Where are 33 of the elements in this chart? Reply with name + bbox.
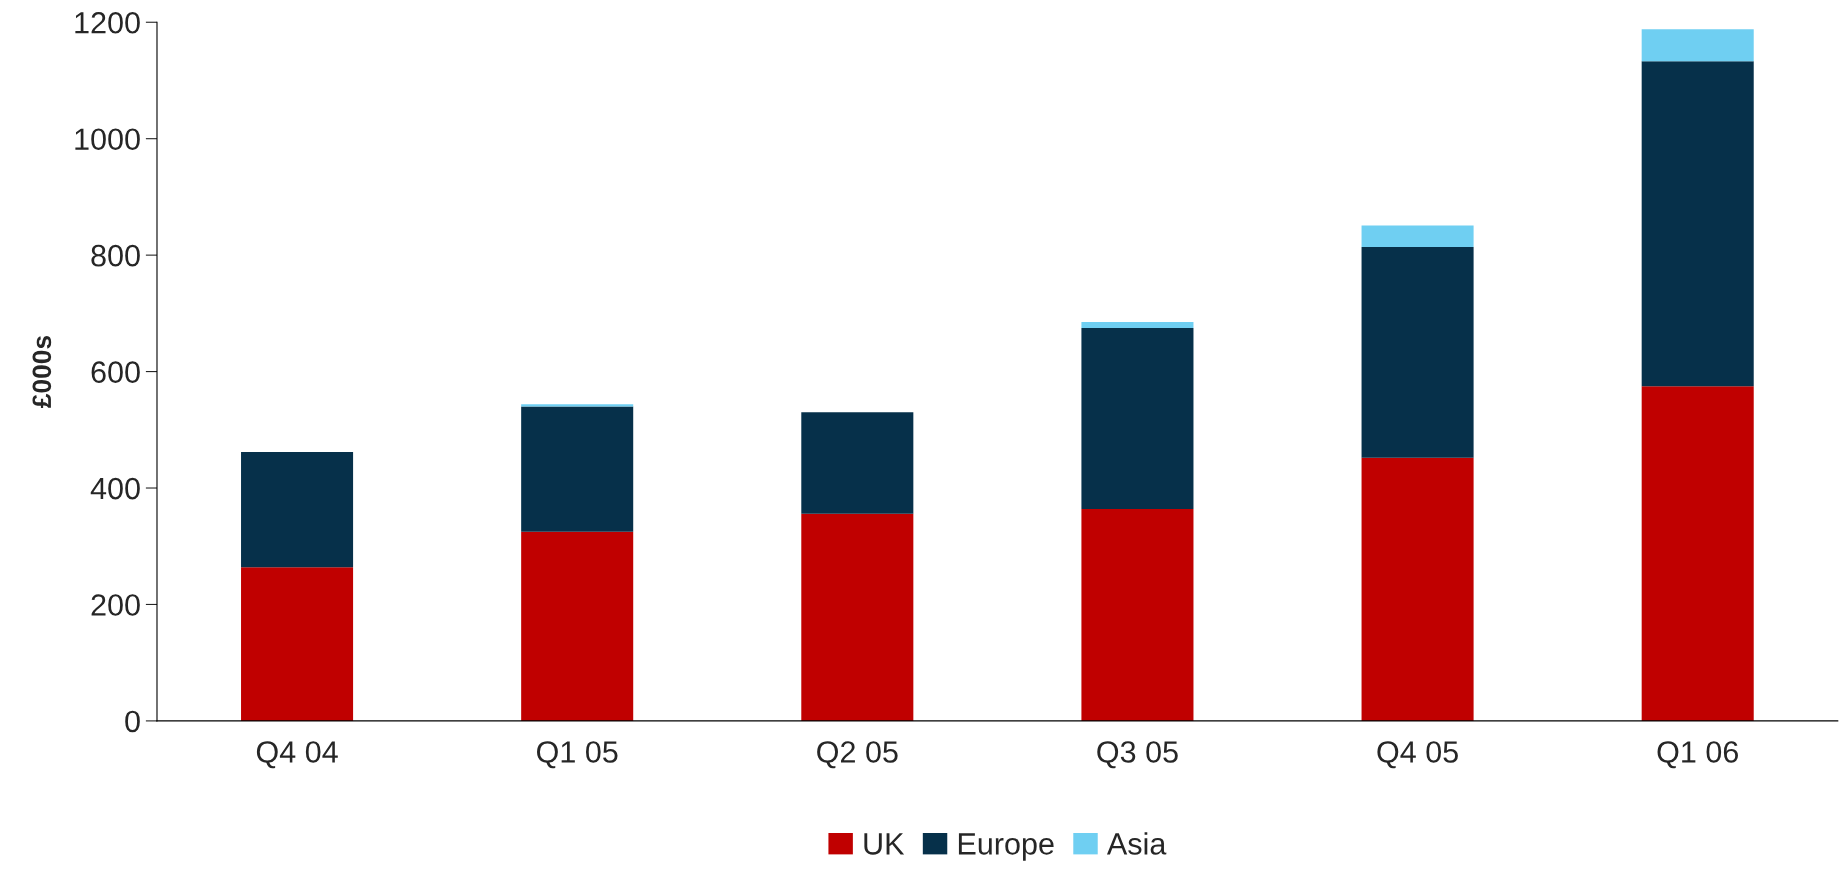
bar [1361,225,1474,247]
bar [801,513,914,721]
y-tick-label: 800 [91,244,140,267]
y-tick-label: 0 [125,710,140,733]
bar [1641,386,1754,721]
bar [1641,61,1754,387]
bar [1081,327,1194,509]
x-tick-label: Q1 06 [1657,741,1738,769]
bar [521,406,634,532]
y-tick-label: 1200 [75,11,140,34]
bar [241,567,354,721]
bar [1641,29,1754,62]
y-tick-label: 200 [91,594,140,616]
y-tick-label: 600 [91,361,140,383]
bar [241,451,354,568]
x-tick-label: Q4 05 [1377,741,1458,769]
legend-label: Asia [1106,832,1167,855]
bar [521,531,634,721]
bar [1361,457,1474,721]
legend-label: UK [864,833,905,855]
bar [1081,322,1194,328]
bar [801,412,914,514]
x-tick-label: Q1 05 [537,741,618,769]
y-axis-title: £000s [32,335,52,408]
x-tick-label: Q2 05 [817,741,898,769]
x-tick-label: Q4 04 [256,741,338,769]
y-tick-label: 1000 [75,128,140,151]
x-tick-label: Q3 05 [1097,741,1178,769]
bar [521,404,634,407]
bar [1361,246,1474,458]
y-tick-label: 400 [90,477,140,500]
legend-label: Europe [958,833,1054,861]
bar [1081,508,1194,721]
